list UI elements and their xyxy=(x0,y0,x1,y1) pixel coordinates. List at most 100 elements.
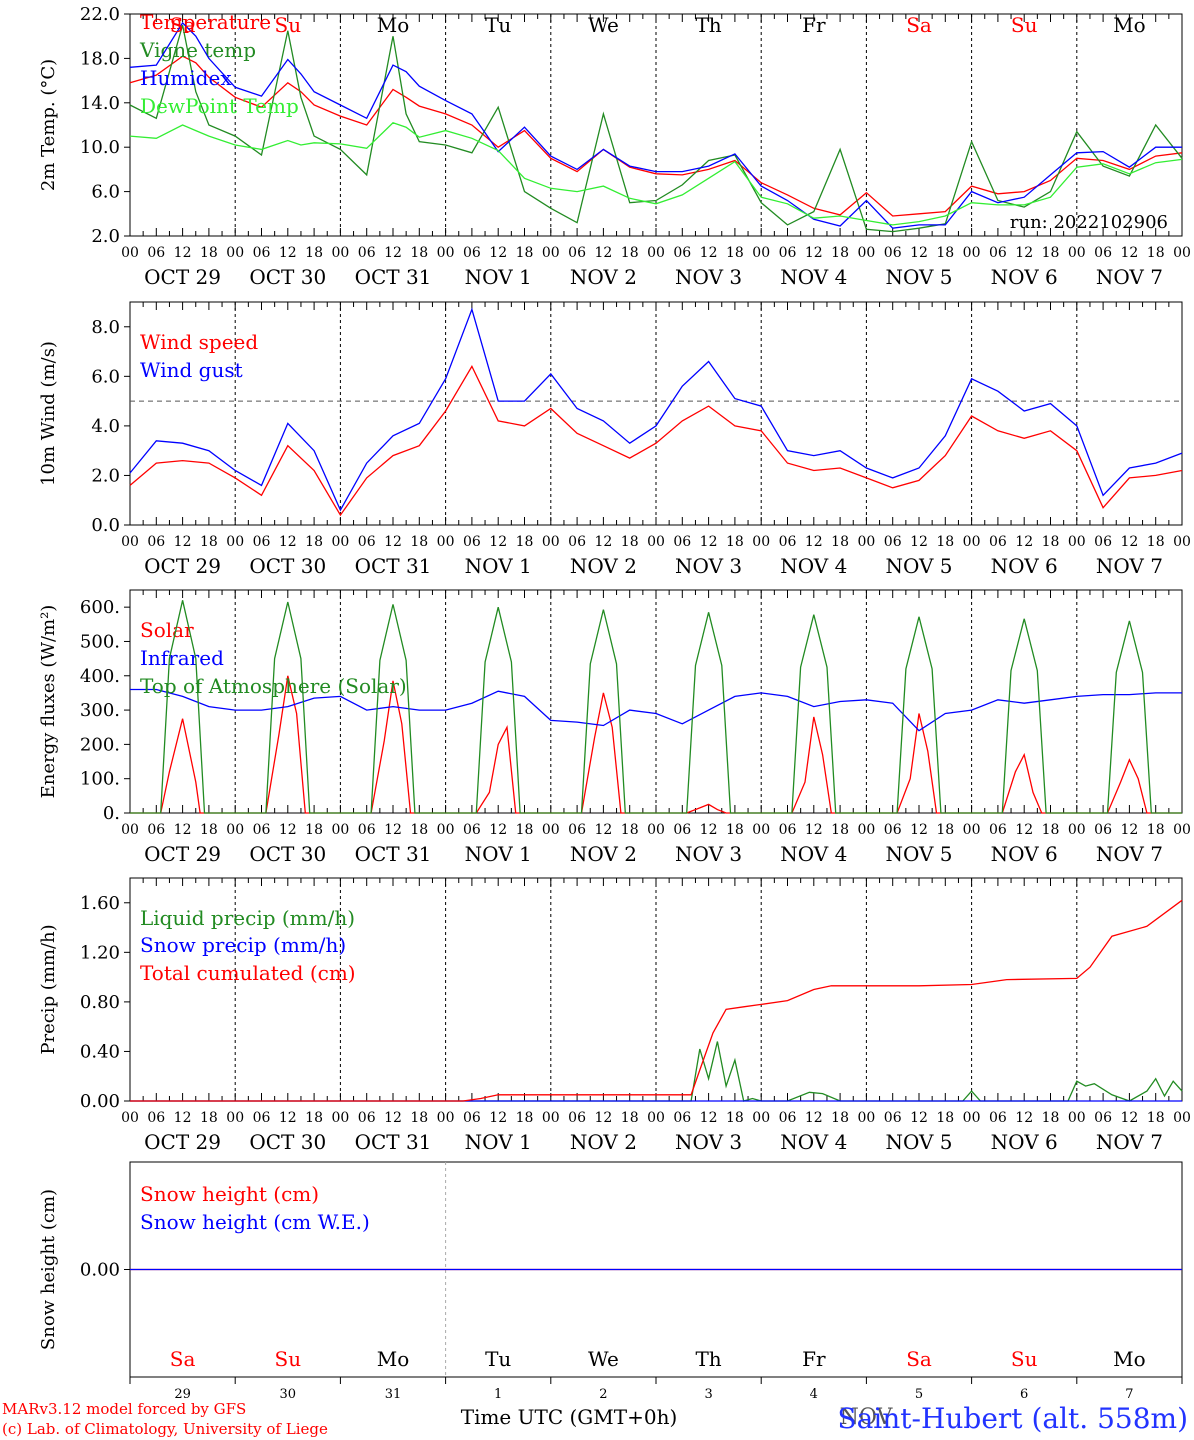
hour-label: 00 xyxy=(752,245,770,261)
y-tick-label: 400. xyxy=(80,666,120,687)
hour-label: 00 xyxy=(1068,1110,1086,1126)
hour-label: 18 xyxy=(621,1110,639,1126)
date-label: OCT 29 xyxy=(144,554,221,578)
y-tick-label: 0.40 xyxy=(80,1041,120,1062)
hour-label: 00 xyxy=(226,245,244,261)
hour-label: 00 xyxy=(963,245,981,261)
hour-label: 00 xyxy=(121,1110,139,1126)
day-number: 31 xyxy=(385,1387,402,1402)
hour-label: 00 xyxy=(121,822,139,838)
weekday-label-bottom: Su xyxy=(1011,1347,1038,1371)
hour-label: 00 xyxy=(226,534,244,550)
hour-label: 00 xyxy=(963,534,981,550)
hour-label: 06 xyxy=(358,245,376,261)
date-label: NOV 4 xyxy=(780,842,847,866)
day-number: 3 xyxy=(704,1387,712,1402)
hour-label: 06 xyxy=(779,822,797,838)
hour-label: 12 xyxy=(1120,1110,1138,1126)
legend-entry: Wind gust xyxy=(140,358,243,382)
hour-label: 06 xyxy=(673,534,691,550)
hour-label: 00 xyxy=(331,245,349,261)
hour-label: 12 xyxy=(384,245,402,261)
hour-label: 00 xyxy=(857,245,875,261)
plot-frame xyxy=(129,301,1183,526)
date-label: OCT 29 xyxy=(144,842,221,866)
series-line xyxy=(129,21,1182,229)
hour-label: 18 xyxy=(831,822,849,838)
hour-label: 06 xyxy=(1094,245,1112,261)
hour-label: 06 xyxy=(253,1110,271,1126)
hour-label: 12 xyxy=(1015,534,1033,550)
y-tick-label: 1.60 xyxy=(80,893,120,914)
hour-label: 12 xyxy=(1015,1110,1033,1126)
hour-label: 06 xyxy=(779,1110,797,1126)
date-label: NOV 7 xyxy=(1096,1130,1163,1154)
hour-label: 18 xyxy=(936,534,954,550)
y-tick-label: 0. xyxy=(103,803,120,824)
hour-label: 12 xyxy=(594,245,612,261)
hour-label: 12 xyxy=(489,245,507,261)
hour-label: 12 xyxy=(805,822,823,838)
hour-label: 12 xyxy=(174,245,192,261)
hour-label: 18 xyxy=(1042,245,1060,261)
hour-label: 06 xyxy=(358,822,376,838)
hour-label: 06 xyxy=(673,245,691,261)
day-number: 30 xyxy=(280,1387,297,1402)
hour-label: 18 xyxy=(726,822,744,838)
hour-label: 00 xyxy=(437,534,455,550)
hour-label: 00 xyxy=(331,1110,349,1126)
hour-label: 18 xyxy=(410,534,428,550)
legend-entry: Top of Atmosphere (Solar) xyxy=(140,674,407,698)
hour-label: 18 xyxy=(936,1110,954,1126)
hour-label: 18 xyxy=(516,1110,534,1126)
hour-label: 18 xyxy=(516,534,534,550)
hour-label: 06 xyxy=(568,245,586,261)
hour-label: 06 xyxy=(463,534,481,550)
hour-label: 12 xyxy=(1120,822,1138,838)
hour-label: 18 xyxy=(1042,1110,1060,1126)
y-tick-label: 1.20 xyxy=(80,942,120,963)
legend-entry: Total cumulated (cm) xyxy=(140,961,356,985)
y-tick-label: 14.0 xyxy=(80,93,120,114)
hour-label: 06 xyxy=(779,245,797,261)
hour-label: 12 xyxy=(700,1110,718,1126)
credit-line-2: (c) Lab. of Climatology, University of L… xyxy=(2,1420,328,1438)
day-number: 2 xyxy=(599,1387,607,1402)
hour-label: 18 xyxy=(305,1110,323,1126)
hour-label: 18 xyxy=(726,245,744,261)
day-number: 4 xyxy=(810,1387,818,1402)
y-tick-label: 0.00 xyxy=(80,1260,120,1281)
hour-label: 06 xyxy=(463,245,481,261)
hour-label: 06 xyxy=(568,534,586,550)
y-axis-label: 2m Temp. (°C) xyxy=(38,59,59,191)
hour-label: 12 xyxy=(910,1110,928,1126)
hour-label: 12 xyxy=(1120,245,1138,261)
panel-5: 0.00 Snow height (cm) Snow height (cm) Snow… xyxy=(38,1161,1183,1378)
hour-label: 00 xyxy=(542,534,560,550)
hour-label: 18 xyxy=(1147,245,1165,261)
date-label: NOV 6 xyxy=(991,265,1058,289)
hour-label: 12 xyxy=(489,1110,507,1126)
panel-1: 00 06 12 18 00 06 12 18 00 06 12 18 00 06 12 18 00 06 12 18… xyxy=(38,4,1191,289)
hour-label: 06 xyxy=(884,534,902,550)
y-tick-label: 2.0 xyxy=(91,226,120,247)
hour-label: 00 xyxy=(1068,822,1086,838)
weekday-label-bottom: We xyxy=(588,1347,619,1371)
hour-label: 18 xyxy=(305,534,323,550)
hour-label: 18 xyxy=(621,245,639,261)
date-label: NOV 7 xyxy=(1096,842,1163,866)
weekday-label: Su xyxy=(1011,13,1038,37)
hour-label: 00 xyxy=(647,534,665,550)
hour-label: 12 xyxy=(805,245,823,261)
date-label: OCT 31 xyxy=(355,842,432,866)
date-label: NOV 1 xyxy=(465,1130,532,1154)
hour-label: 06 xyxy=(253,245,271,261)
hour-label: 00 xyxy=(963,1110,981,1126)
y-tick-label: 200. xyxy=(80,734,120,755)
weekday-label-bottom: Tu xyxy=(485,1347,511,1371)
weekday-label: Mo xyxy=(377,13,410,37)
hour-label: 06 xyxy=(989,822,1007,838)
hour-label: 18 xyxy=(1147,1110,1165,1126)
date-label: NOV 1 xyxy=(465,554,532,578)
x-axis-label: Time UTC (GMT+0h) xyxy=(461,1405,678,1429)
